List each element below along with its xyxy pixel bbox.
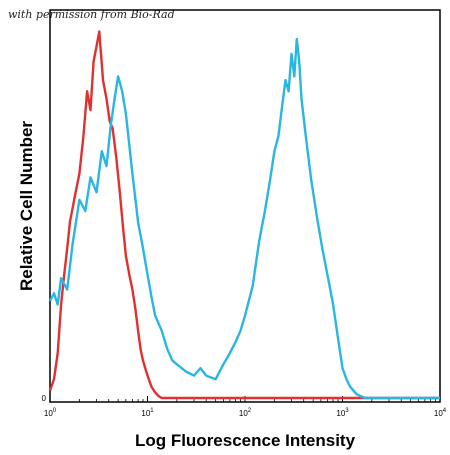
x-tick-label: 104 <box>434 408 447 418</box>
x-axis-title: Log Fluorescence Intensity <box>135 431 356 450</box>
y-axis-title: Relative Cell Number <box>17 121 36 291</box>
series-line-2 <box>48 37 440 400</box>
x-tick-label: 103 <box>336 408 349 418</box>
x-axis-ticks: 100 101 102 103 104 <box>44 396 447 418</box>
plot-frame <box>49 9 441 403</box>
y-tick-label: 0 <box>42 394 47 403</box>
x-tick-label: 101 <box>141 408 154 418</box>
series-line-1 <box>48 30 440 400</box>
series-layer <box>48 30 440 400</box>
x-tick-label: 102 <box>239 408 252 418</box>
y-axis-ticks: 0 <box>42 394 47 403</box>
x-tick-label: 100 <box>44 408 57 418</box>
